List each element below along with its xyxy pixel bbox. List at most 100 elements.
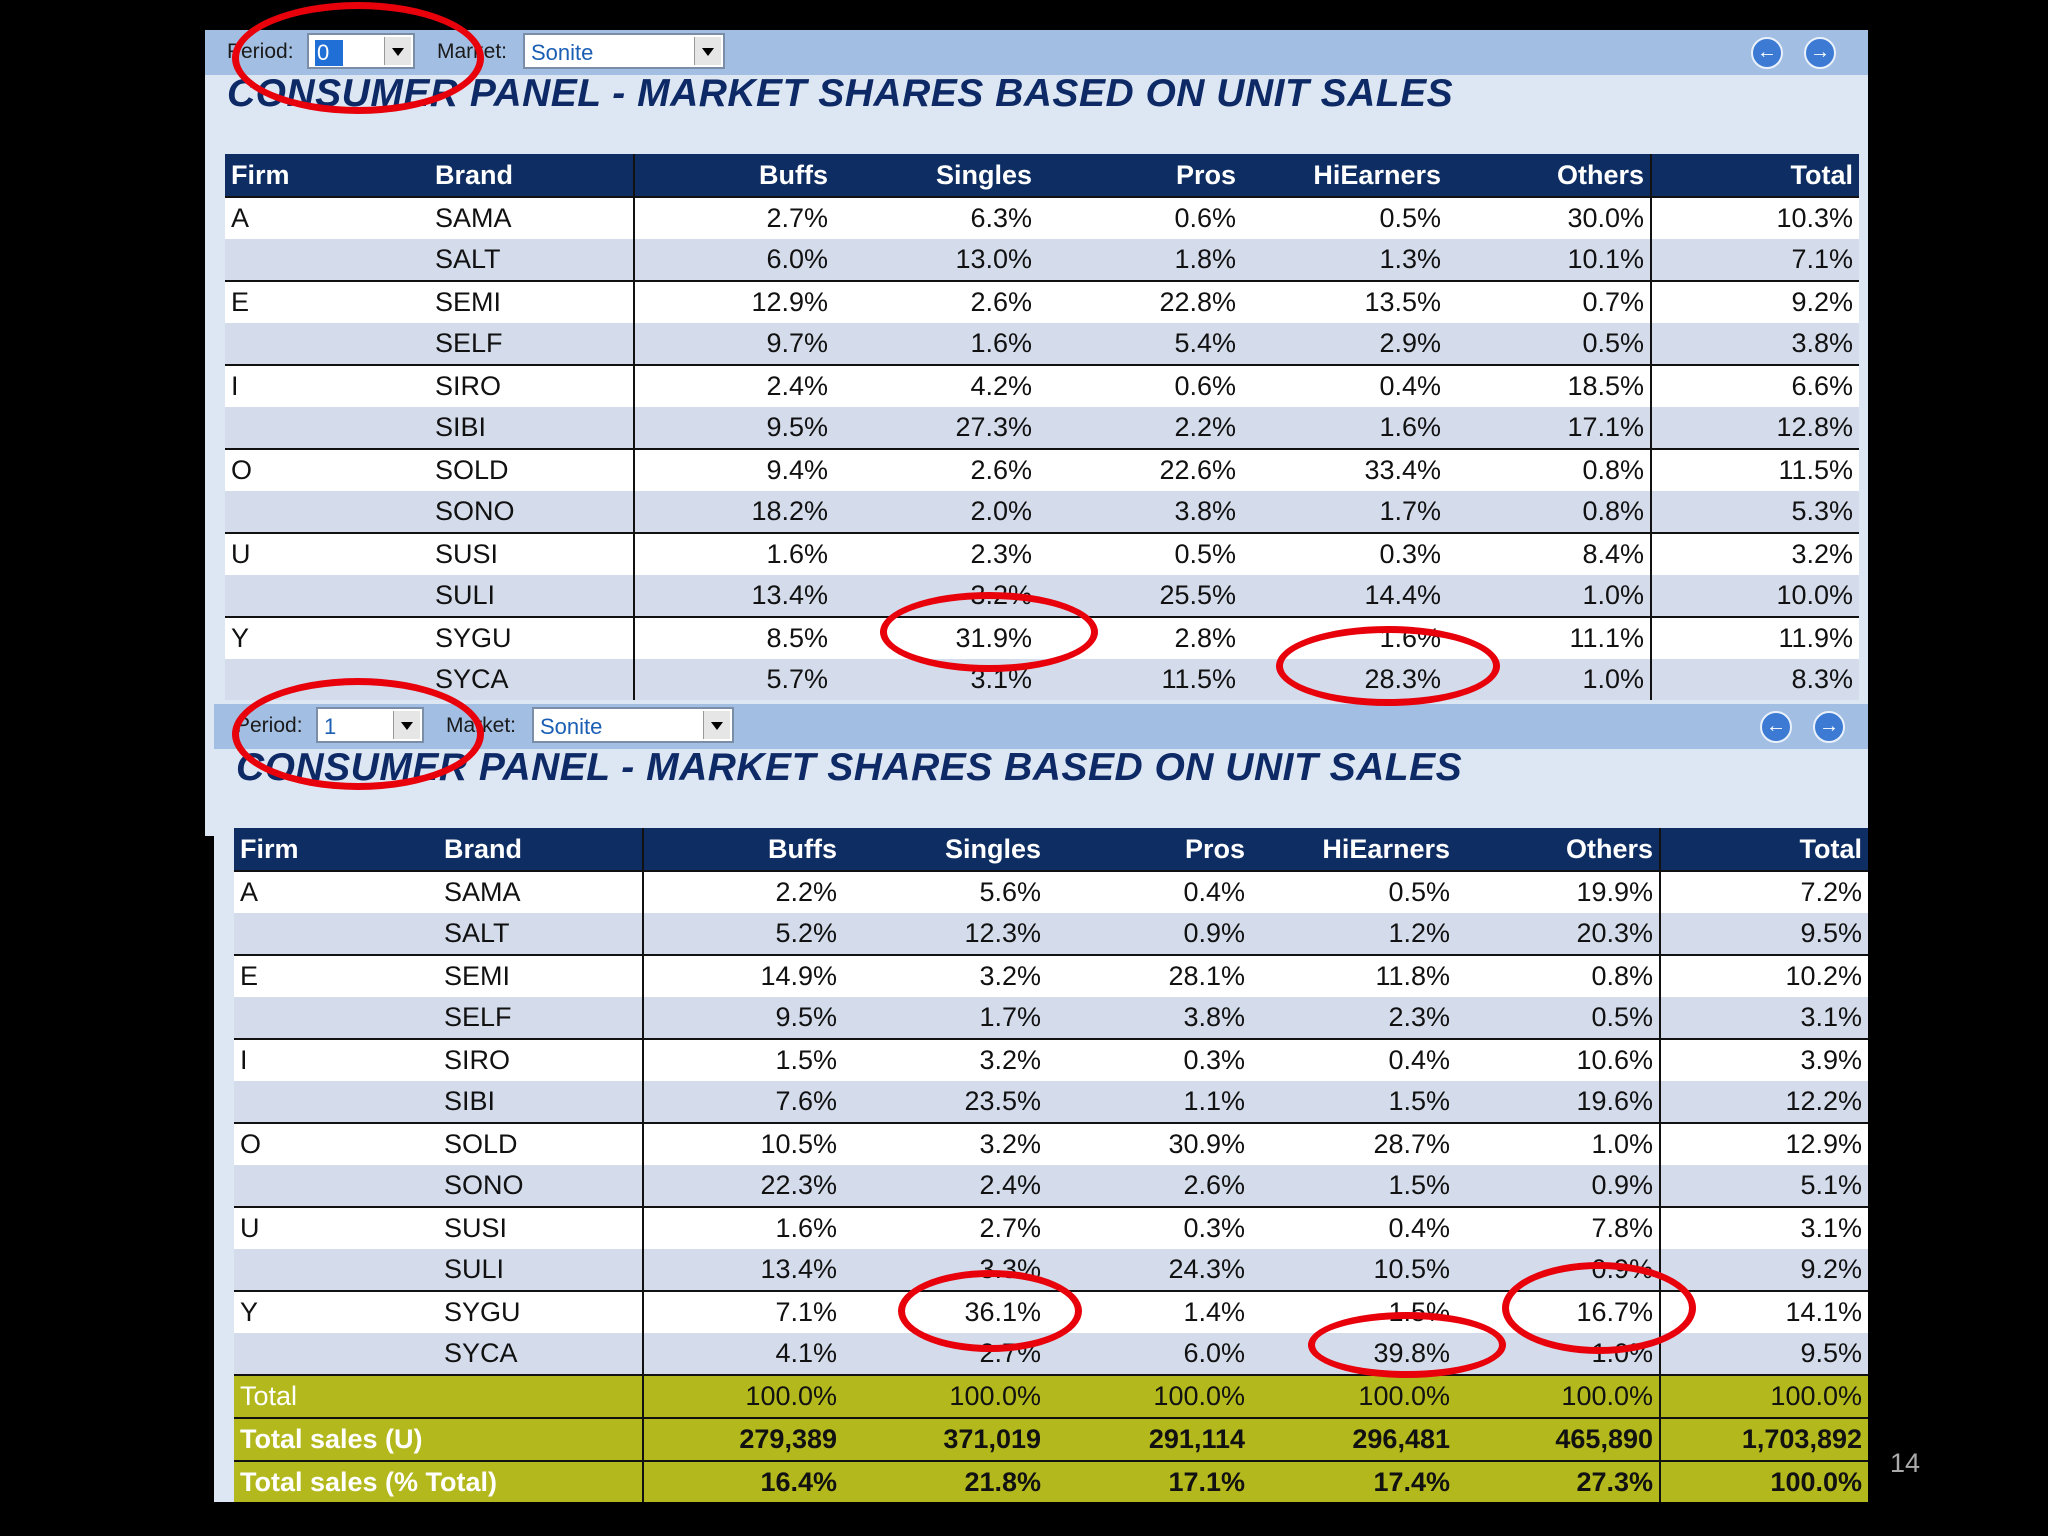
table-row: SALT 6.0% 13.0% 1.8% 1.3% 10.1% 7.1% <box>225 239 1859 281</box>
share-cell: 30.9% <box>1047 1122 1251 1165</box>
share-cell: 1.6% <box>834 323 1038 365</box>
share-cell: 4.2% <box>834 364 1038 407</box>
column-header-others[interactable]: Others <box>1447 154 1651 197</box>
share-cell: 6.0% <box>633 239 834 281</box>
table-row: E SEMI 14.9% 3.2% 28.1% 11.8% 0.8% 10.2% <box>234 954 1868 997</box>
brand-cell: SALT <box>438 913 643 955</box>
total-cell: 21.8% <box>843 1460 1047 1502</box>
column-header-singles[interactable]: Singles <box>834 154 1038 197</box>
share-cell: 12.9% <box>1659 1122 1868 1165</box>
share-cell: 9.2% <box>1650 280 1859 323</box>
share-cell: 2.6% <box>834 448 1038 491</box>
arrow-left-icon[interactable]: ← <box>1751 37 1783 69</box>
brand-cell: SOLD <box>429 448 634 491</box>
share-cell: 1.5% <box>1251 1165 1456 1207</box>
market-select[interactable]: Sonite <box>532 707 734 743</box>
column-header-others[interactable]: Others <box>1456 828 1660 871</box>
share-cell: 10.6% <box>1456 1038 1660 1081</box>
table-row: SONO 18.2% 2.0% 3.8% 1.7% 0.8% 5.3% <box>225 491 1859 533</box>
firm-cell <box>234 1165 438 1207</box>
share-cell: 3.8% <box>1047 997 1251 1039</box>
market-select[interactable]: Sonite <box>523 33 725 69</box>
share-cell: 1.6% <box>1242 407 1447 449</box>
brand-cell: SAMA <box>429 196 634 239</box>
share-cell: 0.5% <box>1251 870 1456 913</box>
share-cell: 10.0% <box>1650 575 1859 617</box>
total-cell: 100.0% <box>1659 1460 1868 1502</box>
total-label: Total sales (U) <box>234 1417 643 1461</box>
share-cell: 1.2% <box>1251 913 1456 955</box>
share-cell: 10.1% <box>1447 239 1651 281</box>
arrow-left-icon[interactable]: ← <box>1760 711 1792 743</box>
firm-cell <box>225 407 429 449</box>
column-header-brand[interactable]: Brand <box>438 828 643 871</box>
highlight-ellipse-sygu-singles-0 <box>880 592 1098 672</box>
page-number: 14 <box>1890 1448 1921 1478</box>
arrow-right-icon[interactable]: → <box>1813 711 1845 743</box>
table-row: A SAMA 2.2% 5.6% 0.4% 0.5% 19.9% 7.2% <box>234 870 1868 913</box>
column-header-hiearners[interactable]: HiEarners <box>1251 828 1456 871</box>
share-cell: 0.5% <box>1242 196 1447 239</box>
share-cell: 2.2% <box>642 870 843 913</box>
brand-cell: SYGU <box>429 616 634 659</box>
share-cell: 9.5% <box>633 407 834 449</box>
share-cell: 8.4% <box>1447 532 1651 575</box>
column-header-buffs[interactable]: Buffs <box>633 154 834 197</box>
share-cell: 1.3% <box>1242 239 1447 281</box>
share-cell: 0.8% <box>1447 448 1651 491</box>
column-header-hiearners[interactable]: HiEarners <box>1242 154 1447 197</box>
table-row: I SIRO 1.5% 3.2% 0.3% 0.4% 10.6% 3.9% <box>234 1038 1868 1081</box>
column-header-firm[interactable]: Firm <box>225 154 429 197</box>
share-cell: 5.2% <box>642 913 843 955</box>
chevron-down-icon[interactable] <box>703 711 730 739</box>
firm-cell: Y <box>234 1290 438 1333</box>
highlight-ellipse-sygu-others-1 <box>1502 1262 1696 1354</box>
total-row: Total sales (U) 279,389 371,019 291,114 296,… <box>234 1417 1868 1461</box>
share-cell: 1.7% <box>1242 491 1447 533</box>
column-header-firm[interactable]: Firm <box>234 828 438 871</box>
firm-cell: O <box>225 448 429 491</box>
total-cell: 16.4% <box>642 1460 843 1502</box>
share-cell: 7.1% <box>1650 239 1859 281</box>
share-cell: 2.6% <box>834 280 1038 323</box>
firm-cell <box>225 239 429 281</box>
share-cell: 11.8% <box>1251 954 1456 997</box>
total-cell: 291,114 <box>1047 1417 1251 1461</box>
column-header-singles[interactable]: Singles <box>843 828 1047 871</box>
column-header-pros[interactable]: Pros <box>1038 154 1242 197</box>
share-cell: 12.3% <box>843 913 1047 955</box>
share-cell: 3.9% <box>1659 1038 1868 1081</box>
firm-cell <box>234 1081 438 1123</box>
total-cell: 100.0% <box>1047 1374 1251 1418</box>
share-cell: 3.8% <box>1650 323 1859 365</box>
table-row: O SOLD 9.4% 2.6% 22.6% 33.4% 0.8% 11.5% <box>225 448 1859 491</box>
total-row: Total sales (% Total) 16.4% 21.8% 17.1% 17.4… <box>234 1460 1868 1502</box>
firm-cell: E <box>234 954 438 997</box>
share-cell: 9.7% <box>633 323 834 365</box>
share-cell: 12.9% <box>633 280 834 323</box>
column-header-total[interactable]: Total <box>1650 154 1859 197</box>
share-cell: 28.1% <box>1047 954 1251 997</box>
share-cell: 5.4% <box>1038 323 1242 365</box>
brand-cell: SYCA <box>429 659 634 700</box>
chevron-down-icon[interactable] <box>694 37 721 65</box>
arrow-right-icon[interactable]: → <box>1804 37 1836 69</box>
share-cell: 2.4% <box>843 1165 1047 1207</box>
share-cell: 33.4% <box>1242 448 1447 491</box>
column-header-total[interactable]: Total <box>1659 828 1868 871</box>
total-cell: 371,019 <box>843 1417 1047 1461</box>
share-cell: 5.6% <box>843 870 1047 913</box>
share-cell: 0.8% <box>1456 954 1660 997</box>
firm-cell <box>225 575 429 617</box>
firm-cell <box>225 491 429 533</box>
brand-cell: SUSI <box>438 1206 643 1249</box>
share-cell: 6.6% <box>1650 364 1859 407</box>
column-header-brand[interactable]: Brand <box>429 154 634 197</box>
share-cell: 1.1% <box>1047 1081 1251 1123</box>
column-header-buffs[interactable]: Buffs <box>642 828 843 871</box>
market-share-table: Firm Brand Buffs Singles Pros HiEarners Others… <box>234 828 1868 1502</box>
column-header-pros[interactable]: Pros <box>1047 828 1251 871</box>
share-cell: 0.9% <box>1456 1165 1660 1207</box>
share-cell: 0.3% <box>1242 532 1447 575</box>
share-cell: 20.3% <box>1456 913 1660 955</box>
